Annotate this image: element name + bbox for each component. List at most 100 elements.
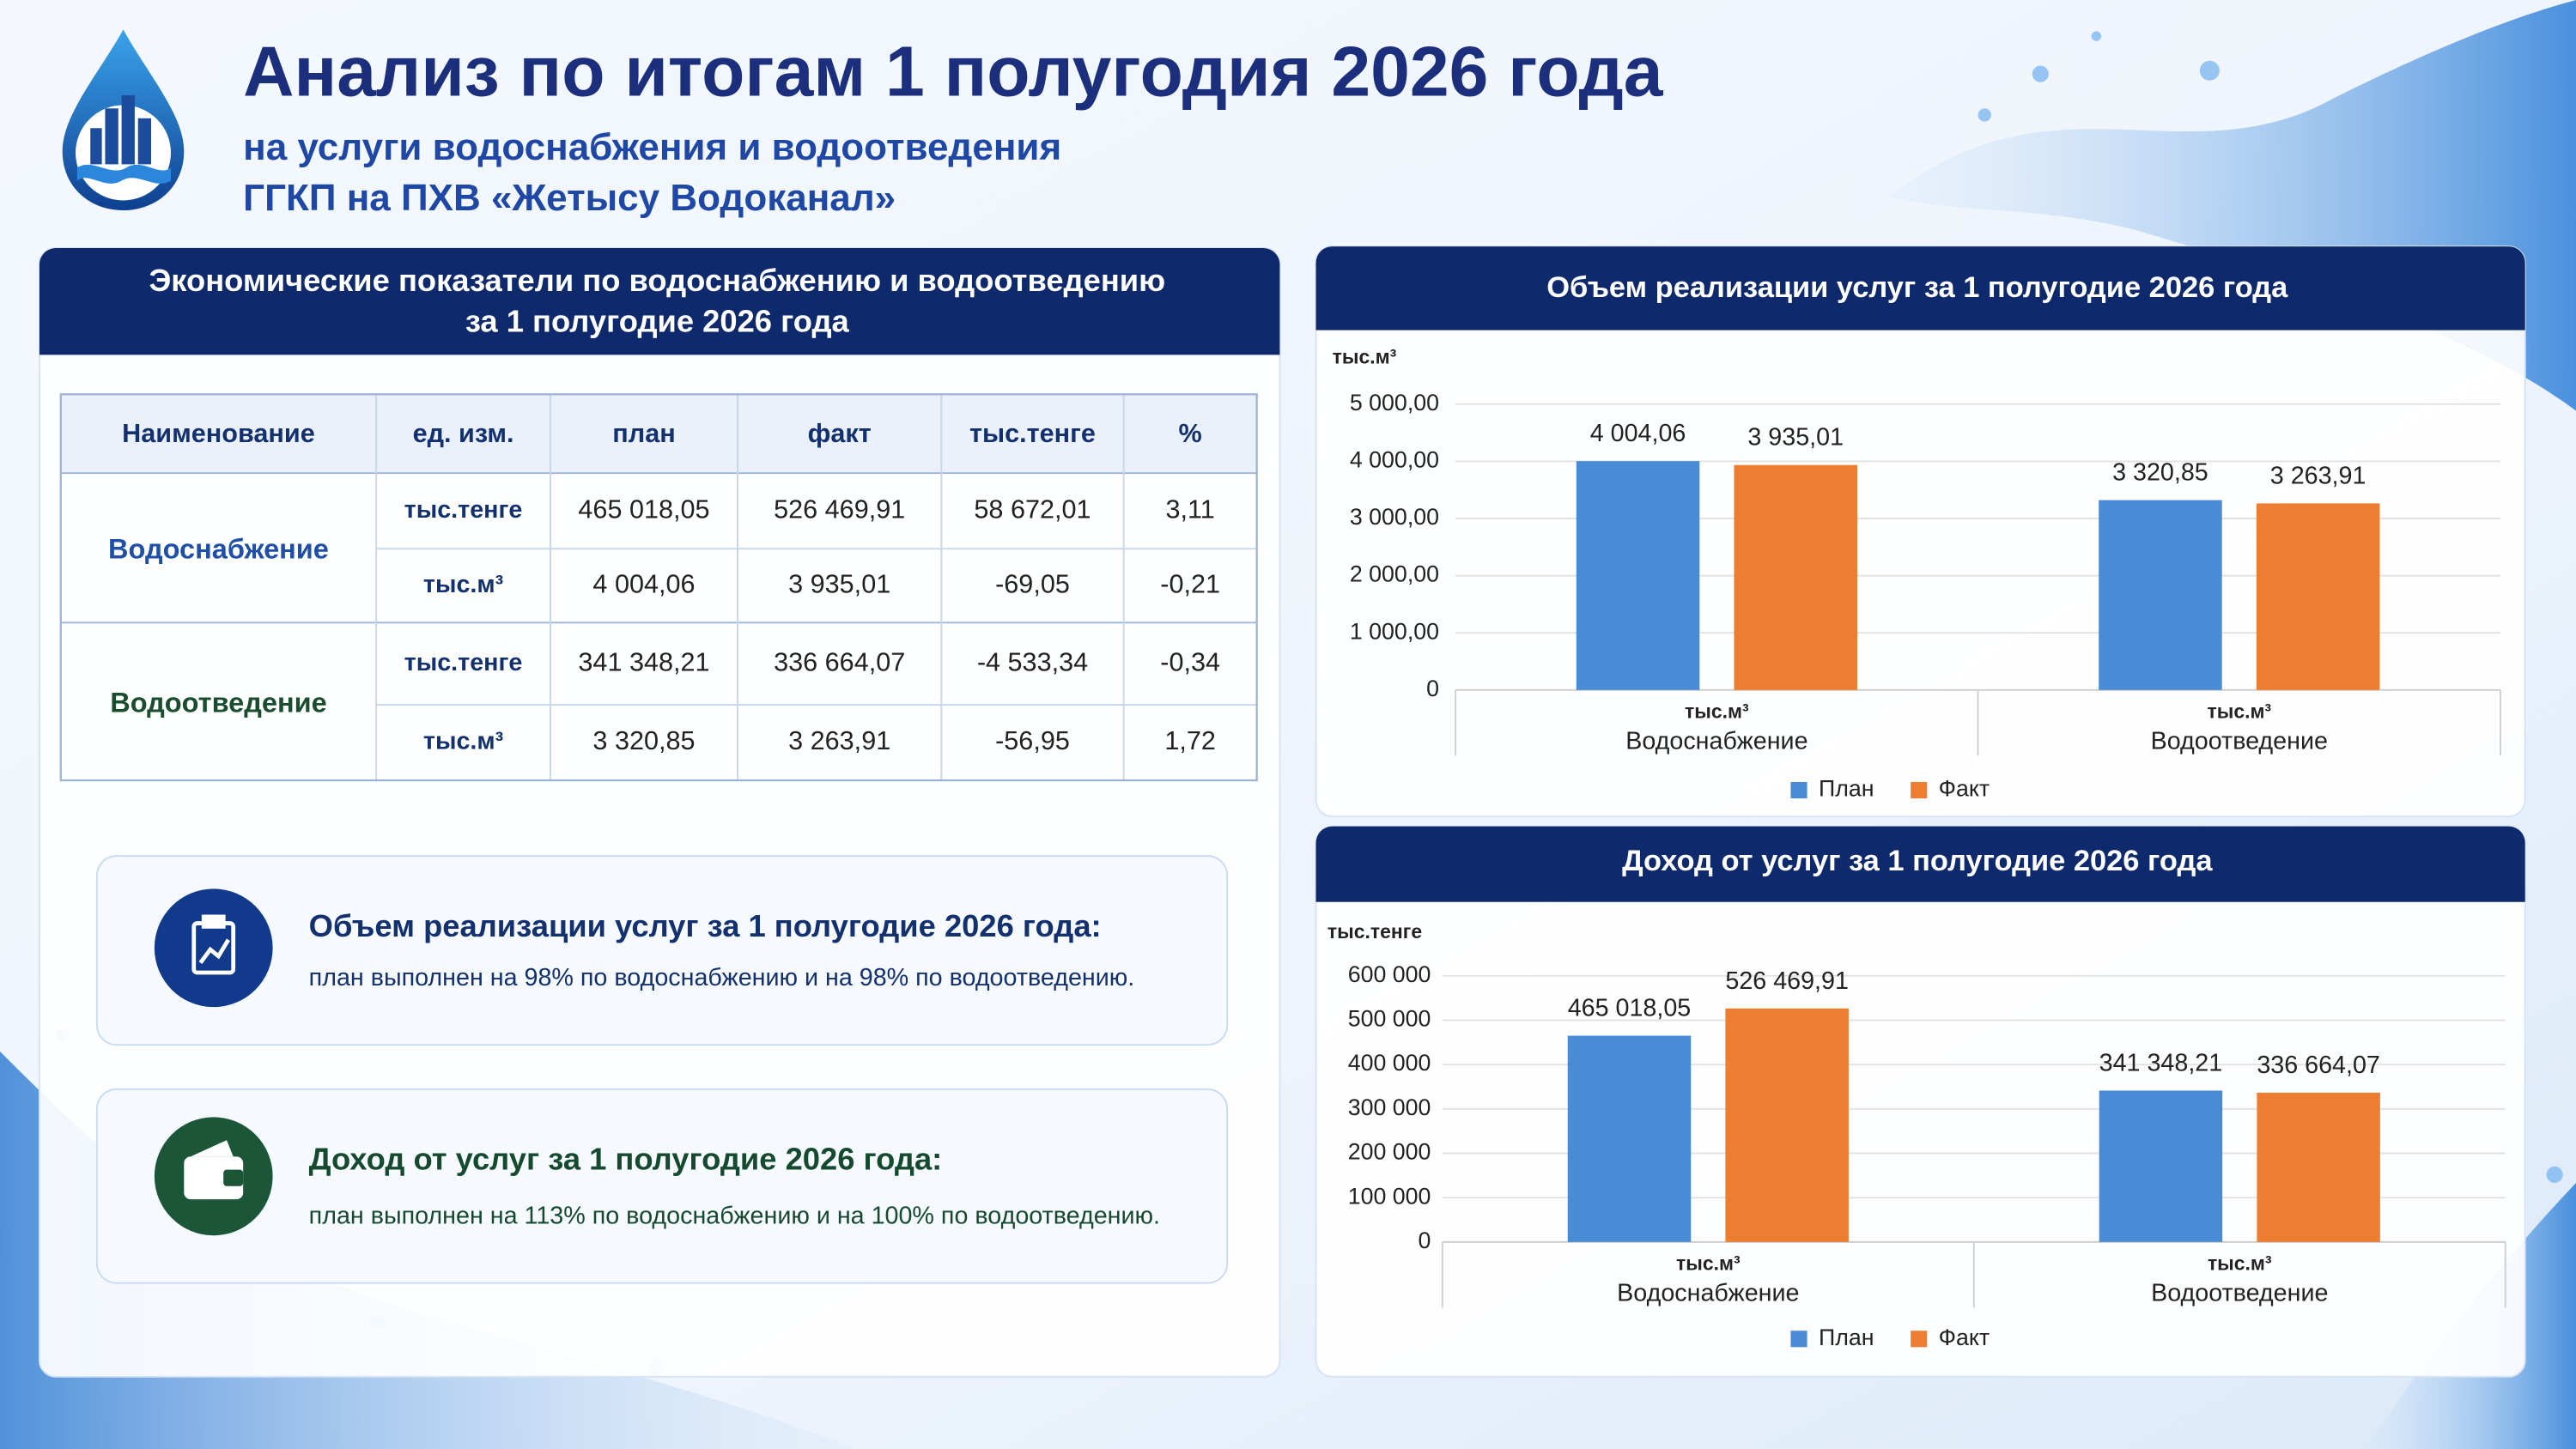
column-header: ед. изм. — [413, 419, 514, 448]
value-cell: 1,72 — [1164, 726, 1216, 755]
y-tick-label: 4 000,00 — [1350, 446, 1439, 472]
y-tick-label: 0 — [1419, 1228, 1431, 1253]
x-category-unit: тыс.м³ — [1676, 1252, 1741, 1275]
value-label: 526 469,91 — [1725, 967, 1849, 995]
bar — [2257, 1092, 2380, 1242]
clipboard-icon — [191, 914, 236, 975]
value-cell: 3 263,91 — [788, 726, 890, 755]
unit-cell: тыс.тенге — [404, 649, 523, 676]
value-cell: 3,11 — [1166, 494, 1215, 524]
x-tick-label: Водоотведение — [2151, 1280, 2328, 1307]
table-border — [59, 393, 1258, 782]
bar — [2099, 500, 2222, 690]
value-label: 341 348,21 — [2099, 1049, 2223, 1076]
value-cell: 3 320,85 — [592, 726, 695, 755]
bar — [2256, 503, 2380, 690]
legend-swatch — [1790, 1331, 1807, 1348]
x-category-unit: тыс.м³ — [2207, 700, 2271, 723]
wallet-icon — [184, 1140, 244, 1200]
column-header: Наименование — [122, 419, 315, 448]
value-cell: -69,05 — [995, 569, 1070, 598]
unit-cell: тыс.тенге — [404, 496, 523, 524]
value-label: 336 664,07 — [2257, 1052, 2380, 1079]
column-header: % — [1179, 419, 1202, 448]
table-header-row — [60, 394, 1257, 474]
value-cell: -0,21 — [1160, 569, 1220, 598]
x-tick-label: Водоснабжение — [1617, 1280, 1799, 1307]
value-label: 4 004,06 — [1590, 420, 1686, 447]
value-cell: 465 018,05 — [578, 494, 709, 524]
card-icon — [154, 888, 273, 1008]
table: Наименование ед. изм. план факт тыс.тенге % Во… — [59, 393, 1258, 782]
page-subtitle: ГГКП на ПХВ «Жетысу Водоканал» — [243, 177, 896, 219]
bar — [2099, 1090, 2223, 1242]
bar — [1725, 1008, 1849, 1242]
y-axis-unit: тыс.тенге — [1327, 920, 1422, 943]
x-category-unit: тыс.м³ — [1685, 700, 1749, 723]
x-tick-label: Водоотведение — [2151, 728, 2328, 755]
card-text: план выполнен на 113% по водоснабжению и… — [309, 1203, 1160, 1230]
value-cell: 58 672,01 — [974, 494, 1091, 524]
bar — [1734, 464, 1857, 690]
y-tick-label: 1 000,00 — [1350, 618, 1439, 644]
y-tick-label: 500 000 — [1348, 1006, 1431, 1032]
value-cell: -56,95 — [995, 726, 1070, 755]
column-header: тыс.тенге — [969, 419, 1096, 448]
chart-header — [1315, 826, 2525, 902]
legend-swatch — [1790, 781, 1807, 799]
charts: Объем реализации услуг за 1 полугодие 20… — [1315, 246, 2525, 1350]
legend-label: План — [1819, 1325, 1874, 1350]
card-title: Доход от услуг за 1 полугодие 2026 года: — [309, 1142, 943, 1177]
panel-header — [39, 247, 1280, 355]
y-tick-label: 5 000,00 — [1350, 390, 1439, 415]
column-header: факт — [808, 419, 872, 448]
legend-swatch — [1911, 781, 1928, 799]
page-subtitle: на услуги водоснабжения и водоотведения — [243, 126, 1061, 168]
bar — [1576, 461, 1700, 690]
y-tick-label: 600 000 — [1348, 961, 1431, 987]
unit-cell: тыс.м³ — [423, 571, 503, 598]
logo — [62, 29, 185, 210]
summary-card — [95, 855, 1229, 1046]
legend-label: Факт — [1939, 1325, 1990, 1350]
panel-title: за 1 полугодие 2026 года — [465, 304, 850, 339]
panel-title: Экономические показатели по водоснабжени… — [149, 263, 1165, 298]
legend-label: План — [1819, 776, 1874, 802]
value-cell: 336 664,07 — [774, 647, 905, 676]
unit-cell: тыс.м³ — [423, 728, 503, 755]
legend-swatch — [1911, 1331, 1928, 1348]
x-category-unit: тыс.м³ — [2208, 1252, 2272, 1275]
x-tick-label: Водоснабжение — [1625, 728, 1807, 755]
y-tick-label: 300 000 — [1348, 1094, 1431, 1120]
value-cell: 3 935,01 — [788, 569, 890, 598]
value-cell: 341 348,21 — [578, 647, 709, 676]
value-label: 3 935,01 — [1747, 424, 1844, 452]
y-tick-label: 100 000 — [1348, 1183, 1431, 1209]
summary-card — [95, 1088, 1229, 1284]
value-label: 3 263,91 — [2270, 462, 2366, 489]
value-label: 3 320,85 — [2112, 459, 2208, 487]
value-cell: 4 004,06 — [592, 569, 695, 598]
y-tick-label: 2 000,00 — [1350, 561, 1439, 587]
chart-header — [1315, 246, 2525, 330]
y-tick-label: 400 000 — [1348, 1050, 1431, 1076]
legend-label: Факт — [1939, 776, 1990, 802]
card-title: Объем реализации услуг за 1 полугодие 20… — [309, 908, 1102, 943]
value-cell: -0,34 — [1160, 647, 1220, 676]
page-title: Анализ по итогам 1 полугодия 2026 года — [243, 33, 1664, 112]
y-axis-unit: тыс.м³ — [1333, 345, 1397, 367]
value-cell: -4 533,34 — [977, 647, 1088, 676]
row-group-name: Водоотведение — [110, 688, 326, 718]
row-group-name: Водоснабжение — [108, 534, 329, 565]
y-tick-label: 0 — [1426, 676, 1439, 701]
value-cell: 526 469,91 — [774, 494, 905, 524]
card-text: план выполнен на 98% по водоснабжению и … — [309, 964, 1135, 991]
chart-title: Объем реализации услуг за 1 полугодие 20… — [1546, 271, 2288, 304]
value-label: 465 018,05 — [1568, 995, 1692, 1022]
bar — [1567, 1035, 1692, 1242]
column-header: план — [612, 419, 675, 448]
y-tick-label: 200 000 — [1348, 1139, 1431, 1165]
